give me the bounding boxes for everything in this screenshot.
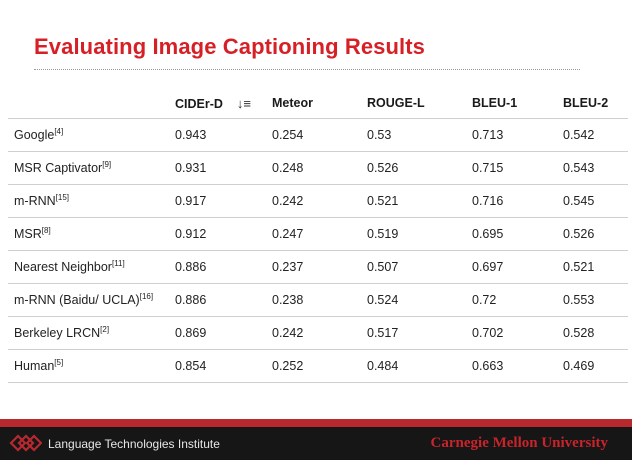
meteor-value: 0.254 xyxy=(272,118,367,152)
model-name: m-RNN (Baidu/ UCLA) xyxy=(14,293,140,307)
header-cider[interactable]: CIDEr-D ↓≡ xyxy=(175,88,272,119)
table-row: Human[5] 0.854 0.252 0.484 0.663 0.469 xyxy=(8,349,628,383)
cider-value: 0.869 xyxy=(175,316,272,350)
table-row: Berkeley LRCN[2] 0.869 0.242 0.517 0.702… xyxy=(8,316,628,350)
table-row: Nearest Neighbor[11] 0.886 0.237 0.507 0… xyxy=(8,250,628,284)
model-name: Berkeley LRCN xyxy=(14,326,101,340)
bleu1-value: 0.695 xyxy=(472,217,563,251)
bleu2-value: 0.543 xyxy=(563,151,628,185)
bleu1-value: 0.72 xyxy=(472,283,563,317)
meteor-value: 0.248 xyxy=(272,151,367,185)
bleu2-value: 0.521 xyxy=(563,250,628,284)
table-row: m-RNN (Baidu/ UCLA)[16] 0.886 0.238 0.52… xyxy=(8,283,628,317)
meteor-value: 0.242 xyxy=(272,184,367,218)
model-name-cell: Google[4] xyxy=(8,118,175,152)
model-name-cell: MSR[8] xyxy=(8,217,175,251)
rouge-value: 0.526 xyxy=(367,151,472,185)
bleu1-value: 0.715 xyxy=(472,151,563,185)
bleu1-value: 0.697 xyxy=(472,250,563,284)
table-row: Google[4] 0.943 0.254 0.53 0.713 0.542 xyxy=(8,118,628,152)
model-name-cell: Berkeley LRCN[2] xyxy=(8,316,175,350)
header-model xyxy=(8,88,175,119)
cider-value: 0.886 xyxy=(175,250,272,284)
model-name-cell: MSR Captivator[9] xyxy=(8,151,175,185)
bleu2-value: 0.553 xyxy=(563,283,628,317)
meteor-value: 0.252 xyxy=(272,349,367,383)
rouge-value: 0.519 xyxy=(367,217,472,251)
model-name-cell: Nearest Neighbor[11] xyxy=(8,250,175,284)
cider-value: 0.886 xyxy=(175,283,272,317)
bleu1-value: 0.663 xyxy=(472,349,563,383)
meteor-value: 0.242 xyxy=(272,316,367,350)
slide-title: Evaluating Image Captioning Results xyxy=(34,34,426,59)
bleu2-value: 0.545 xyxy=(563,184,628,218)
title-divider xyxy=(34,69,580,70)
bleu1-value: 0.713 xyxy=(472,118,563,152)
table-row: m-RNN[15] 0.917 0.242 0.521 0.716 0.545 xyxy=(8,184,628,218)
model-name: Nearest Neighbor xyxy=(14,260,112,274)
model-reference: [4] xyxy=(54,126,64,136)
bleu1-value: 0.702 xyxy=(472,316,563,350)
model-reference: [16] xyxy=(139,291,154,301)
model-reference: [15] xyxy=(55,192,70,202)
header-bleu2[interactable]: BLEU-2 xyxy=(563,96,609,110)
model-name: Google xyxy=(14,128,55,142)
bleu2-value: 0.528 xyxy=(563,316,628,350)
cider-value: 0.943 xyxy=(175,118,272,152)
rouge-value: 0.484 xyxy=(367,349,472,383)
rouge-value: 0.517 xyxy=(367,316,472,350)
model-reference: [11] xyxy=(111,258,125,268)
institute-name: Language Technologies Institute xyxy=(48,437,220,451)
meteor-value: 0.237 xyxy=(272,250,367,284)
header-rouge[interactable]: ROUGE-L xyxy=(367,96,425,110)
meteor-value: 0.238 xyxy=(272,283,367,317)
table-row: MSR Captivator[9] 0.931 0.248 0.526 0.71… xyxy=(8,151,628,185)
model-name: MSR Captivator xyxy=(14,161,103,175)
sort-descending-icon[interactable]: ↓≡ xyxy=(236,95,252,111)
model-reference: [5] xyxy=(54,357,64,367)
rouge-value: 0.521 xyxy=(367,184,472,218)
header-meteor[interactable]: Meteor xyxy=(272,96,313,110)
cider-value: 0.912 xyxy=(175,217,272,251)
header-bleu1[interactable]: BLEU-1 xyxy=(472,96,518,110)
results-table: CIDEr-D ↓≡ Meteor ROUGE-L BLEU-1 BLEU-2 G… xyxy=(8,88,628,383)
meteor-value: 0.247 xyxy=(272,217,367,251)
footer-bar: Language Technologies Institute Carnegie… xyxy=(0,427,632,460)
model-name: m-RNN xyxy=(14,194,56,208)
model-name-cell: m-RNN (Baidu/ UCLA)[16] xyxy=(8,283,175,317)
bleu2-value: 0.526 xyxy=(563,217,628,251)
bleu2-value: 0.469 xyxy=(563,349,628,383)
model-name-cell: Human[5] xyxy=(8,349,175,383)
table-header-row: CIDEr-D ↓≡ Meteor ROUGE-L BLEU-1 BLEU-2 xyxy=(8,88,628,119)
model-name: Human xyxy=(14,359,55,373)
cider-value: 0.917 xyxy=(175,184,272,218)
rouge-value: 0.507 xyxy=(367,250,472,284)
footer-accent-band xyxy=(0,419,632,427)
model-name: MSR xyxy=(14,227,42,241)
model-reference: [9] xyxy=(102,159,112,169)
cider-value: 0.931 xyxy=(175,151,272,185)
table-row: MSR[8] 0.912 0.247 0.519 0.695 0.526 xyxy=(8,217,628,251)
model-name-cell: m-RNN[15] xyxy=(8,184,175,218)
rouge-value: 0.53 xyxy=(367,118,472,152)
bleu1-value: 0.716 xyxy=(472,184,563,218)
university-name: Carnegie Mellon University xyxy=(430,435,608,451)
cider-value: 0.854 xyxy=(175,349,272,383)
model-reference: [8] xyxy=(41,225,51,235)
model-reference: [2] xyxy=(100,324,110,334)
bleu2-value: 0.542 xyxy=(563,118,628,152)
header-cider-label: CIDEr-D xyxy=(175,96,223,111)
lti-logo-icon xyxy=(9,434,42,452)
rouge-value: 0.524 xyxy=(367,283,472,317)
